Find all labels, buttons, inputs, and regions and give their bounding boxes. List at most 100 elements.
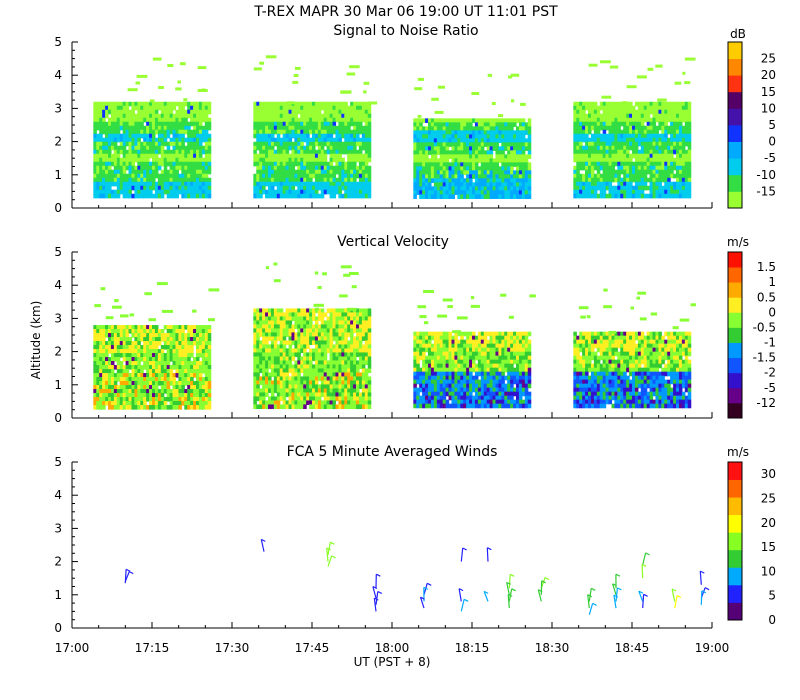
snr-cell — [125, 185, 130, 191]
vv-cell — [332, 320, 337, 326]
vv-cell — [108, 349, 112, 354]
snr-cell — [588, 161, 592, 167]
snr-cell — [649, 157, 654, 163]
snr-cell — [367, 181, 372, 187]
vv-cell — [270, 332, 275, 338]
snr-cell — [320, 137, 325, 143]
vv-cell — [268, 324, 272, 330]
snr-cell — [110, 109, 115, 115]
vv-cell — [350, 328, 354, 334]
snr-cell — [632, 113, 636, 119]
vv-cell — [314, 332, 319, 338]
snr-cell — [326, 145, 331, 151]
snr-cell — [623, 133, 627, 139]
vv-cell — [108, 381, 112, 386]
snr-cell — [516, 130, 520, 135]
snr-cell — [309, 177, 313, 183]
snr-cell — [422, 194, 426, 199]
vv-cell — [172, 329, 177, 334]
snr-cell — [152, 169, 156, 175]
vv-cell — [303, 348, 307, 354]
snr-cell — [632, 137, 636, 143]
snr-cell — [524, 186, 529, 191]
snr-cell — [667, 177, 671, 183]
snr-cell — [579, 189, 583, 195]
snr-cell — [323, 157, 328, 163]
vv-cell — [297, 356, 301, 362]
vv-cell — [140, 397, 144, 402]
vv-cell — [156, 282, 168, 286]
vv-cell — [347, 360, 351, 366]
vv-cell — [122, 333, 127, 338]
snr-cell — [361, 105, 366, 111]
snr-cell — [676, 173, 680, 179]
vv-cell — [314, 340, 319, 346]
snr-cell — [294, 129, 298, 135]
vv-cell — [178, 361, 182, 366]
snr-cell — [303, 149, 307, 155]
snr-cell — [309, 113, 313, 119]
snr-cell — [516, 170, 520, 175]
snr-cell — [172, 125, 177, 131]
snr-cell — [579, 161, 583, 167]
vv-cell — [187, 397, 191, 402]
vv-cell — [125, 365, 130, 370]
snr-cell — [93, 129, 97, 135]
snr-cell — [433, 186, 438, 191]
vv-cell — [134, 345, 138, 350]
snr-cell — [143, 193, 147, 199]
snr-cell — [338, 109, 342, 115]
snr-cell — [608, 161, 613, 167]
vv-cell — [154, 329, 159, 334]
vv-cell — [125, 349, 130, 354]
snr-cell — [152, 109, 156, 115]
snr-cell — [273, 109, 278, 115]
vv-cell — [105, 341, 109, 346]
vv-cell — [134, 385, 138, 390]
snr-cell — [288, 121, 293, 127]
snr-cell — [664, 169, 668, 175]
vv-cell — [157, 373, 162, 378]
snr-cell — [454, 154, 458, 159]
snr-cell — [652, 177, 657, 183]
snr-cell — [105, 177, 109, 183]
snr-cell — [332, 149, 337, 155]
snr-cell — [96, 117, 100, 123]
snr-cell — [273, 181, 278, 187]
snr-cell — [108, 169, 112, 175]
vv-cell — [320, 352, 325, 358]
vv-cell — [96, 397, 100, 402]
snr-cell — [178, 105, 182, 111]
vv-cell — [119, 397, 124, 402]
snr-cell — [146, 157, 150, 163]
vv-cell — [190, 349, 194, 354]
snr-cell — [457, 158, 461, 163]
snr-cell — [93, 181, 97, 187]
vv-cell — [114, 299, 119, 303]
vv-cell — [154, 333, 159, 338]
snr-cell — [684, 121, 689, 127]
snr-cell — [157, 141, 162, 147]
snr-cell — [489, 194, 494, 199]
snr-cell — [279, 193, 284, 199]
vv-cell — [323, 324, 328, 330]
vv-cell — [320, 308, 325, 314]
snr-cell — [504, 174, 508, 179]
snr-cell — [163, 177, 168, 183]
snr-cell — [469, 150, 473, 155]
snr-cell — [676, 145, 680, 151]
vv-cell — [113, 357, 118, 362]
snr-cell — [673, 121, 677, 127]
snr-cell — [340, 90, 351, 94]
snr-cell — [466, 130, 470, 135]
snr-cell — [667, 161, 671, 167]
snr-cell — [626, 129, 630, 135]
vv-cell — [335, 328, 339, 334]
snr-cell — [99, 181, 103, 187]
snr-cell — [601, 95, 612, 99]
snr-cell — [620, 105, 624, 111]
snr-cell — [187, 113, 191, 119]
vv-cell — [288, 340, 293, 346]
vv-cell — [326, 316, 331, 322]
vv-cell — [178, 357, 182, 362]
